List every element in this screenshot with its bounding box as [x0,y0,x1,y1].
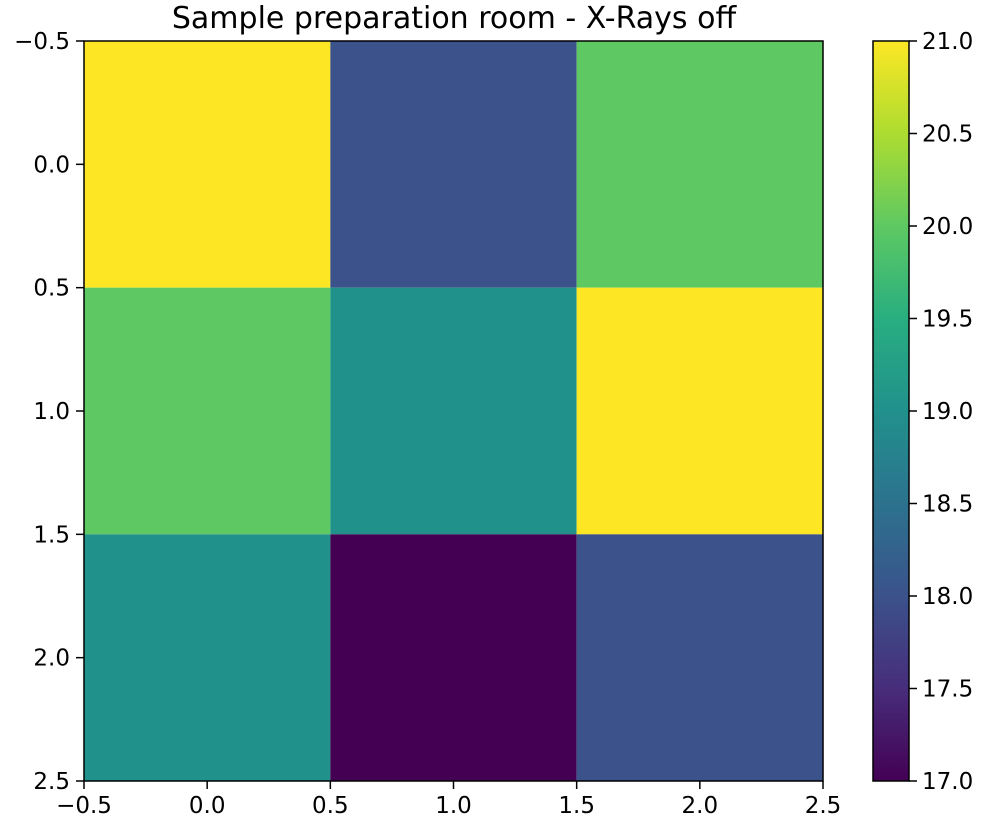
y-tick-label: 0.5 [33,276,70,302]
x-tick-label: 0.0 [189,793,226,819]
heatmap-cell-r1-c0 [84,287,331,535]
heatmap-cell-r0-c0 [84,41,331,288]
colorbar-tick-label: 20.0 [922,214,973,240]
y-tick-label: 0.0 [33,152,70,178]
colorbar-axis: 17.0 17.5 18.0 18.5 19.0 19.5 20.0 20.5 21.0 [909,29,973,795]
x-axis: −0.5 0.0 0.5 1.0 1.5 2.0 2.5 [56,781,841,819]
x-tick-label: 1.5 [558,793,595,819]
chart-title: Sample preparation room - X-Rays off [172,1,738,36]
x-tick-label: 2.0 [682,793,719,819]
heatmap-cell-r2-c0 [84,534,331,781]
y-tick-label: −0.5 [14,29,70,55]
x-tick-label: 2.5 [805,793,842,819]
x-tick-label: 0.5 [312,793,349,819]
y-tick-label: 2.5 [33,769,70,795]
colorbar-tick-label: 19.5 [922,307,973,333]
colorbar-tick-label: 19.0 [922,399,973,425]
heatmap-cell-r0-c2 [576,41,823,288]
x-tick-label: −0.5 [56,793,112,819]
colorbar-tick-label: 21.0 [922,29,973,55]
heatmap-cell-r0-c1 [330,41,577,288]
colorbar-tick-label: 18.0 [922,584,973,610]
y-axis: −0.5 0.0 0.5 1.0 1.5 2.0 2.5 [14,29,84,795]
y-tick-label: 1.5 [33,522,70,548]
heatmap-cell-r2-c2 [576,534,823,781]
y-tick-label: 2.0 [33,646,70,672]
colorbar-tick-label: 20.5 [922,122,973,148]
colorbar [873,41,909,781]
colorbar-tick-label: 18.5 [922,492,973,518]
heatmap-cell-r1-c1 [330,287,577,535]
colorbar-tick-label: 17.5 [922,677,973,703]
heatmap-cell-r2-c1 [330,534,577,781]
heatmap-cell-r1-c2 [576,287,823,535]
y-tick-label: 1.0 [33,399,70,425]
x-tick-label: 1.0 [435,793,472,819]
colorbar-tick-label: 17.0 [922,769,973,795]
heatmap-cells [84,41,823,781]
